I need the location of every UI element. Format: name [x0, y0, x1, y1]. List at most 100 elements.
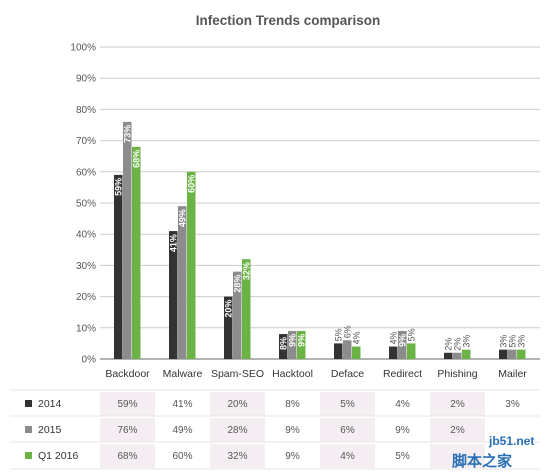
y-tick-label: 100% — [70, 43, 96, 54]
bar-value-label: 59% — [114, 178, 124, 196]
bar-malware-2015 — [178, 206, 187, 359]
bar-value-label: 60% — [187, 175, 197, 193]
y-tick-label: 40% — [76, 230, 96, 241]
bar-value-label: 3% — [517, 335, 527, 348]
watermark-domain: jb51.net — [488, 434, 534, 448]
category-label: Redirect — [383, 368, 422, 380]
table-cell-bg — [320, 418, 375, 442]
table-cell: 59% — [117, 399, 137, 410]
table-cell: 5% — [340, 399, 355, 410]
y-tick-label: 80% — [76, 105, 96, 116]
table-cell-bg — [485, 392, 540, 416]
table-cell-bg — [320, 444, 375, 468]
bar-deface-2014 — [334, 343, 343, 359]
bar-redirect-2014 — [389, 346, 398, 359]
bar-backdoor-2015 — [123, 121, 132, 359]
table-cell-bg — [210, 444, 265, 468]
bar-value-label: 9% — [297, 334, 307, 347]
table-cell: 49% — [172, 425, 192, 436]
watermark-cn: 脚本之家 — [452, 452, 512, 470]
bar-malware-q1-2016 — [187, 171, 196, 359]
bar-hacktool-2015 — [288, 330, 297, 359]
table-cell: 9% — [285, 451, 300, 462]
bar-value-label: 6% — [343, 325, 353, 338]
table-cell: 9% — [395, 425, 410, 436]
bar-value-label: 68% — [132, 150, 142, 168]
bar-deface-q1-2016 — [352, 346, 361, 359]
table-cell: 4% — [395, 399, 410, 410]
table-cell-bg — [375, 444, 430, 468]
table-cell: 9% — [285, 425, 300, 436]
bar-value-label: 3% — [499, 335, 509, 348]
table-cell-bg — [100, 444, 155, 468]
category-label: Backdoor — [105, 368, 150, 380]
table-cell: 3% — [505, 399, 520, 410]
table-cell: 6% — [340, 425, 355, 436]
table-cell-bg — [430, 392, 485, 416]
x-axis-categories: Backdoor Malware Spam-SEO Hacktool Deface Red… — [105, 368, 527, 380]
table-cell: 4% — [340, 451, 355, 462]
table-cell-bg — [430, 444, 485, 468]
table-cell-bg — [155, 418, 210, 442]
bar-phishing-2014 — [444, 352, 453, 359]
category-label: Hacktool — [272, 368, 313, 380]
y-axis-ticks: 0% 10% 20% 30% 40% 50% 60% 70% 80% 90% 100% — [70, 43, 96, 366]
table-cell-bg — [375, 392, 430, 416]
bar-malware-2014 — [169, 231, 178, 359]
bar-value-label: 5% — [508, 335, 518, 348]
bar-spam-seo-2015 — [233, 271, 242, 359]
bar-value-label: 4% — [389, 332, 399, 345]
table-cell: 5% — [395, 451, 410, 462]
table-cell-bg — [155, 392, 210, 416]
bar-value-label: 2% — [453, 338, 463, 351]
table-cell-bg — [210, 392, 265, 416]
legend-swatch — [25, 452, 32, 459]
bar-value-labels: 59%73%68%41%49%60%20%28%32%8% 9% 9% 5% 6% 4% 4… — [114, 125, 527, 351]
bar-mailer-q1-2016 — [517, 349, 526, 359]
category-label: Malware — [163, 368, 203, 380]
bar-mailer-2014 — [499, 349, 508, 359]
table-cell: 60% — [172, 451, 192, 462]
y-tick-label: 0% — [82, 355, 97, 366]
table-cell: 2% — [450, 425, 465, 436]
category-label: Mailer — [498, 368, 527, 380]
bar-value-label: 8% — [279, 337, 289, 350]
bar-hacktool-q1-2016 — [297, 330, 306, 359]
y-tick-label: 50% — [76, 199, 96, 210]
legend-label: 2014 — [38, 398, 62, 410]
y-tick-label: 70% — [76, 136, 96, 147]
watermark: jb51.net 脚本之家 — [452, 434, 534, 470]
y-tick-label: 10% — [76, 323, 96, 334]
y-tick-label: 20% — [76, 292, 96, 303]
bar-value-label: 2% — [444, 338, 454, 351]
bar-value-label: 5% — [407, 328, 417, 341]
y-tick-label: 60% — [76, 167, 96, 178]
y-tick-label: 90% — [76, 74, 96, 85]
table-cell-bg — [100, 418, 155, 442]
bar-value-label: 3% — [462, 335, 472, 348]
bar-value-label: 9% — [398, 334, 408, 347]
table-cell: 41% — [172, 399, 192, 410]
table-cell-bg — [485, 418, 540, 442]
table-cell-bg — [485, 444, 540, 468]
bar-backdoor-q1-2016 — [132, 146, 141, 359]
legend-swatch — [25, 426, 32, 433]
table-cell: 28% — [227, 425, 247, 436]
bar-spam-seo-2014 — [224, 296, 233, 359]
bar-value-label: 4% — [352, 332, 362, 345]
bar-value-label: 49% — [178, 209, 188, 227]
bar-redirect-q1-2016 — [407, 343, 416, 359]
category-label: Phishing — [437, 368, 477, 380]
table-cell: 68% — [117, 451, 137, 462]
table-cell: 76% — [117, 425, 137, 436]
bar-value-label: 9% — [288, 334, 298, 347]
table-cell-bg — [320, 392, 375, 416]
bar-redirect-2015 — [398, 330, 407, 359]
bar-value-label: 41% — [169, 234, 179, 252]
bar-value-label: 20% — [224, 300, 234, 318]
table-cell-bg — [375, 418, 430, 442]
table-cell: 2% — [450, 399, 465, 410]
table-cell-bg — [430, 418, 485, 442]
legend-swatch — [25, 400, 32, 407]
